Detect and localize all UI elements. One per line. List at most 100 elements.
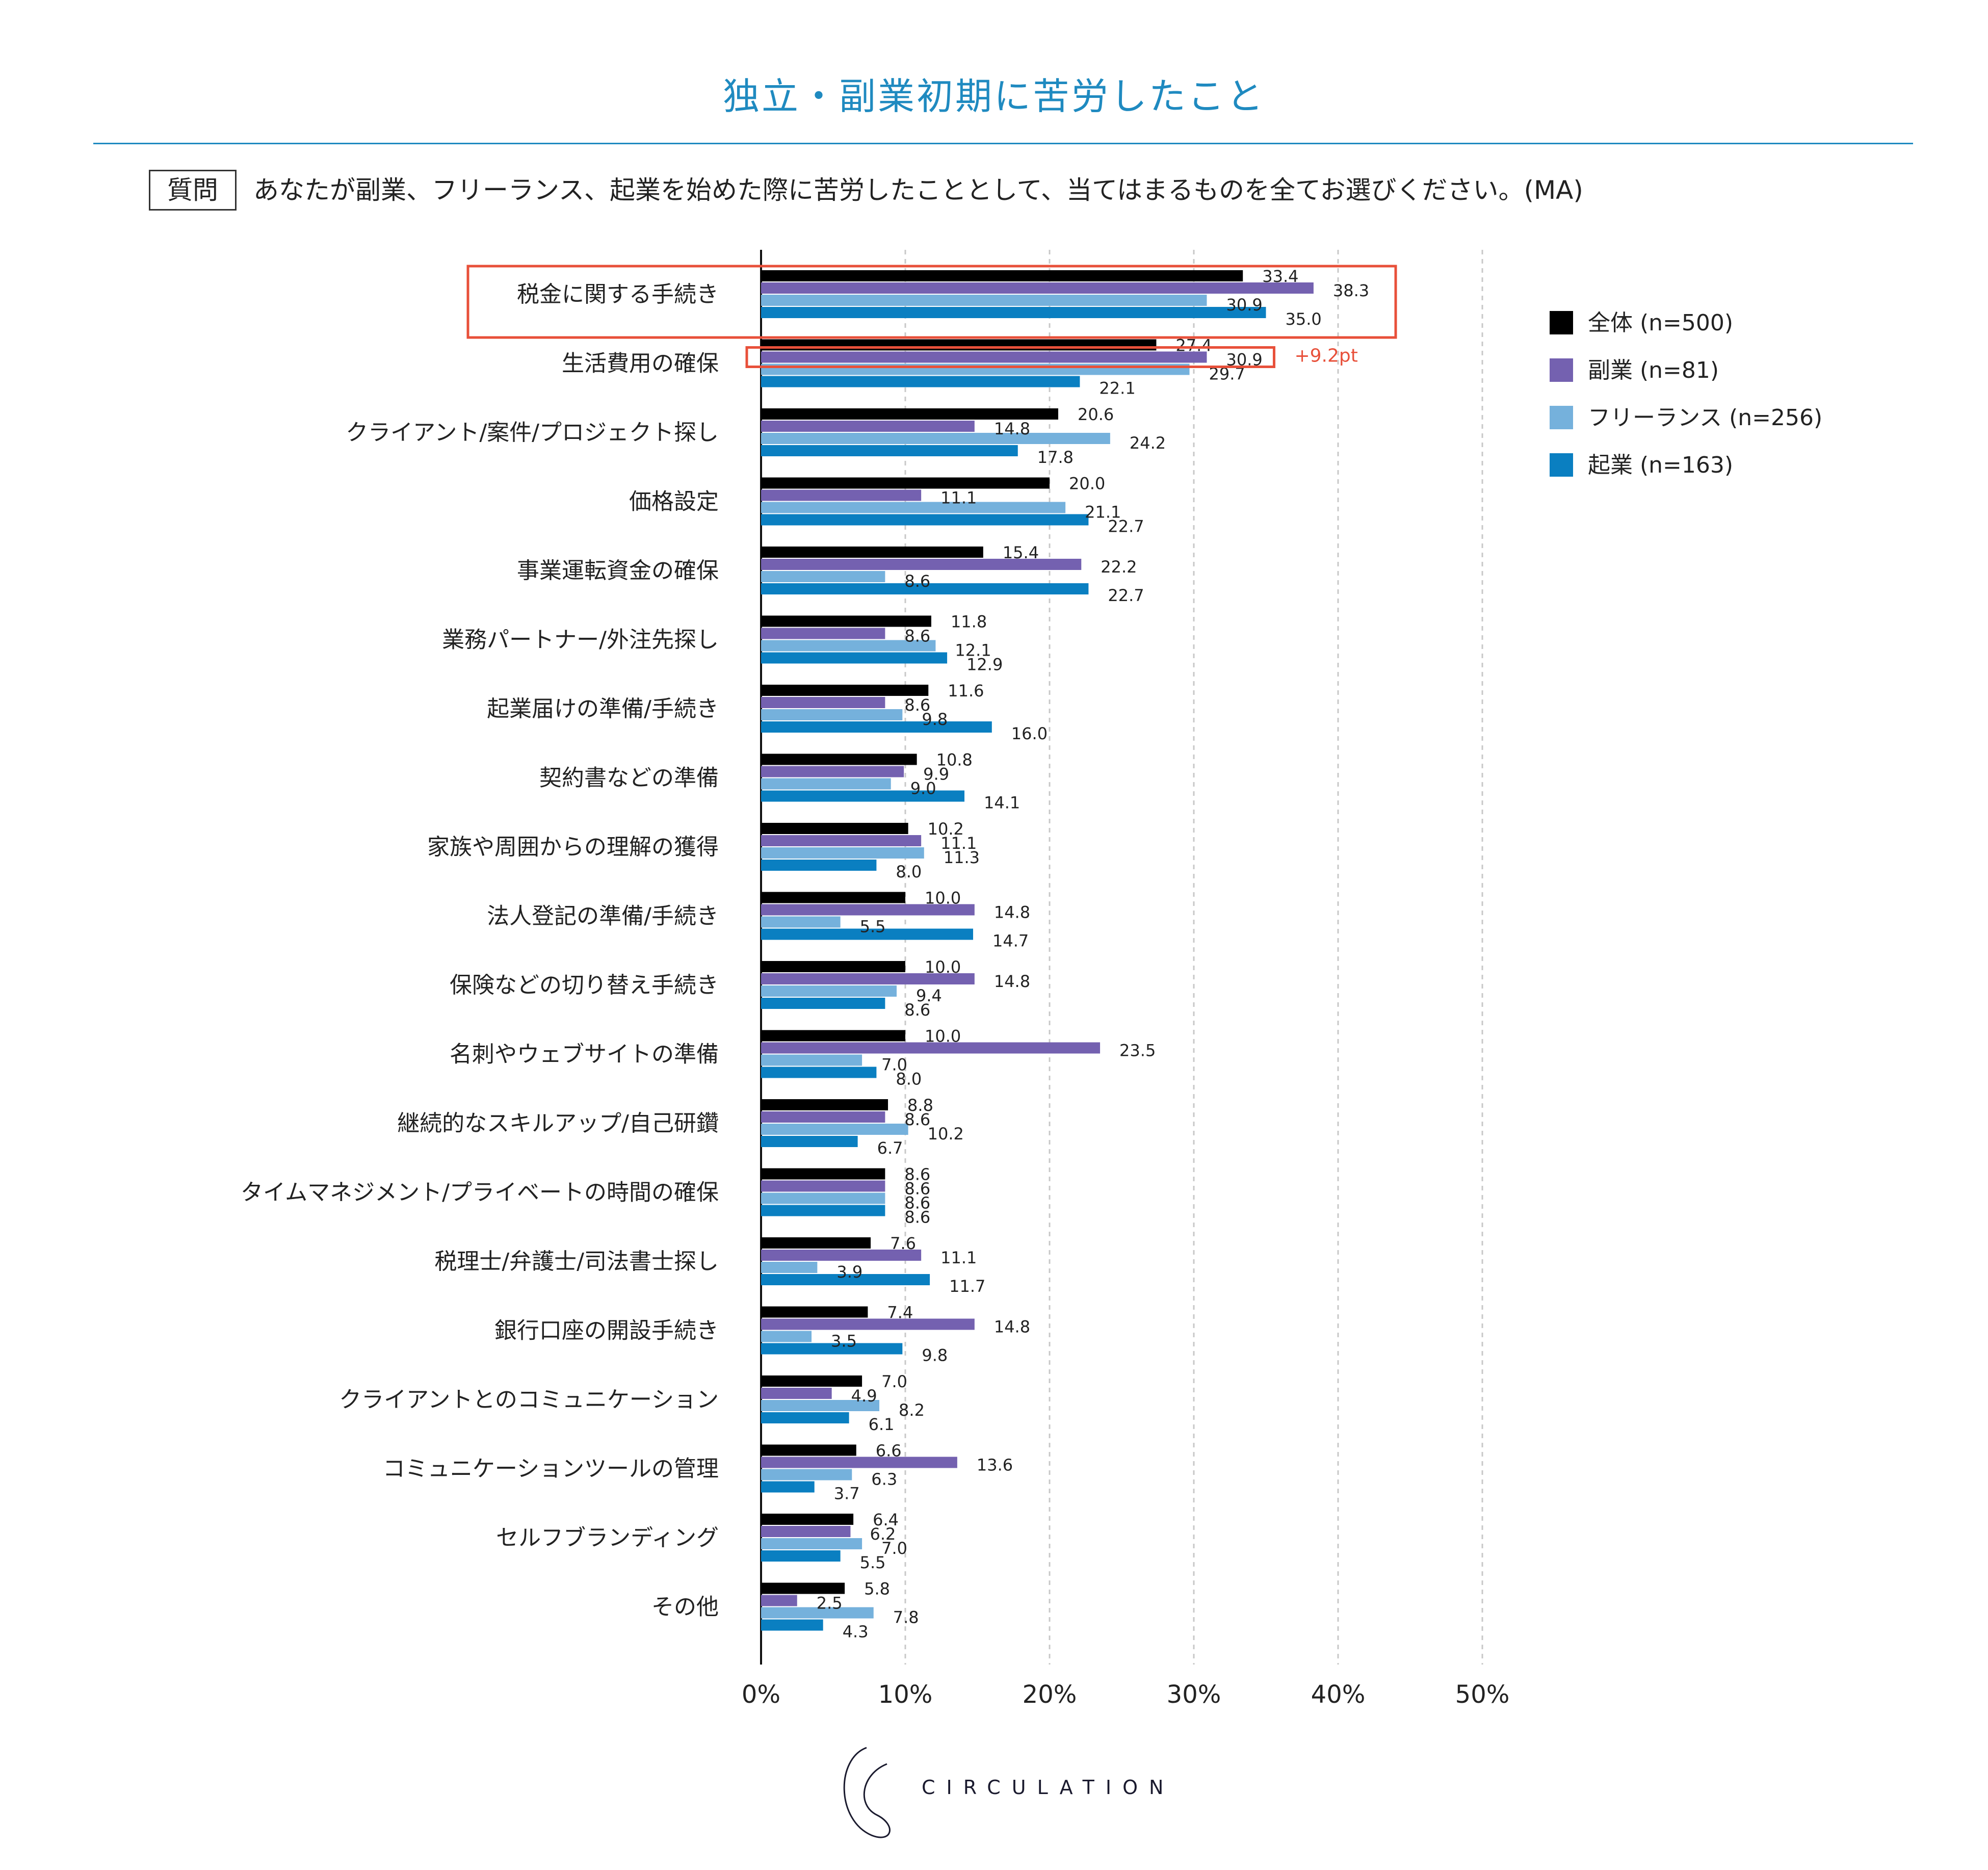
- bar: [761, 1318, 975, 1330]
- legend-swatch: [1550, 453, 1573, 477]
- bar: [761, 1306, 868, 1318]
- value-label: 14.8: [994, 903, 1030, 922]
- category-label: 価格設定: [629, 489, 719, 515]
- bar: [761, 1042, 1101, 1054]
- bar: [761, 1538, 862, 1549]
- value-label: 7.6: [890, 1234, 916, 1253]
- bar: [761, 1192, 885, 1204]
- annotation-label: +9.2pt: [1294, 346, 1357, 367]
- category-label: 税理士/弁護士/司法書士探し: [434, 1249, 719, 1275]
- value-label: 8.6: [904, 1208, 930, 1227]
- value-label: 4.3: [843, 1622, 869, 1642]
- bar: [761, 1514, 854, 1525]
- x-tick-label: 0%: [742, 1680, 780, 1709]
- value-label: 7.4: [887, 1303, 913, 1322]
- bar: [761, 998, 885, 1009]
- value-label: 27.4: [1175, 336, 1212, 355]
- bar: [761, 697, 885, 708]
- bar: [761, 583, 1089, 594]
- bar: [761, 1262, 818, 1273]
- bars: [761, 270, 1314, 1631]
- value-label: 23.5: [1119, 1041, 1156, 1060]
- bar: [761, 1168, 885, 1180]
- value-label: 7.0: [881, 1539, 907, 1558]
- category-label: 生活費用の確保: [562, 351, 719, 377]
- x-axis-ticks: 0% 10% 20% 30% 40% 50%: [742, 1680, 1509, 1709]
- bar: [761, 1607, 874, 1619]
- legend-label: フリーランス (n=256): [1588, 405, 1822, 431]
- legend-swatch: [1550, 358, 1573, 382]
- bar: [761, 685, 929, 696]
- question-text: あなたが副業、フリーランス、起業を始めた際に苦労したこととして、当てはまるものを…: [253, 175, 1583, 205]
- bar: [761, 1180, 885, 1192]
- bar: [761, 351, 1207, 363]
- value-label: 20.6: [1078, 405, 1114, 424]
- bar: [761, 307, 1266, 318]
- bar-chart: 33.438.330.935.027.430.929.722.120.614.8…: [241, 250, 1822, 1709]
- value-label: 8.0: [896, 1070, 922, 1089]
- bar: [761, 916, 841, 928]
- bar: [761, 433, 1110, 444]
- bar: [761, 489, 922, 501]
- value-label: 35.0: [1286, 309, 1322, 329]
- bar: [761, 408, 1058, 420]
- bar: [761, 790, 965, 802]
- bar: [761, 823, 908, 834]
- category-label: 法人登記の準備/手続き: [487, 903, 719, 929]
- value-label: 10.2: [928, 1124, 964, 1144]
- value-label: 10.8: [936, 750, 973, 770]
- legend-swatch: [1550, 311, 1573, 334]
- bar: [761, 754, 917, 765]
- bar: [761, 1375, 862, 1387]
- highlights: +9.2pt: [466, 265, 1397, 368]
- bar: [761, 1136, 858, 1147]
- value-label: 11.1: [940, 1248, 977, 1267]
- bar: [761, 985, 897, 997]
- bar: [761, 1388, 832, 1399]
- value-label: 10.0: [925, 889, 961, 908]
- bar: [761, 709, 903, 720]
- category-label: 保険などの切り替え手続き: [450, 972, 719, 998]
- category-label: 起業届けの準備/手続き: [487, 696, 719, 722]
- bar: [761, 1444, 856, 1456]
- value-label: 33.4: [1262, 267, 1298, 286]
- category-labels: 税金に関する手続き生活費用の確保クライアント/案件/プロジェクト探し価格設定事業…: [241, 281, 719, 1620]
- value-label: 11.6: [948, 681, 984, 700]
- bar: [761, 1054, 862, 1066]
- value-label: 10.0: [925, 1027, 961, 1046]
- value-label: 9.9: [923, 765, 949, 784]
- bar: [761, 1469, 852, 1481]
- bar: [761, 421, 975, 432]
- value-label: 10.2: [928, 819, 964, 839]
- category-label: 銀行口座の開設手続き: [494, 1318, 719, 1344]
- bar: [761, 1343, 903, 1355]
- value-label: 8.2: [899, 1400, 925, 1420]
- bar: [761, 847, 924, 859]
- value-label: 7.8: [893, 1608, 919, 1627]
- bar: [761, 1331, 812, 1342]
- bar: [761, 640, 936, 652]
- bar: [761, 270, 1243, 281]
- value-label: 14.1: [984, 793, 1020, 813]
- bar: [761, 1274, 930, 1285]
- bar: [761, 559, 1082, 570]
- value-label: 6.1: [869, 1415, 895, 1434]
- bar: [761, 1595, 797, 1606]
- value-label: 8.6: [904, 1179, 930, 1199]
- bar: [761, 1619, 823, 1631]
- category-label: コミュニケーションツールの管理: [383, 1456, 719, 1482]
- value-label: 11.1: [940, 834, 977, 853]
- bar: [761, 1582, 845, 1594]
- bar: [761, 514, 1089, 526]
- value-label: 5.5: [860, 917, 886, 937]
- value-label: 6.3: [871, 1470, 897, 1489]
- bar: [761, 339, 1157, 351]
- value-label: 11.3: [944, 848, 980, 867]
- bar: [761, 1111, 885, 1123]
- value-label: 17.8: [1037, 448, 1074, 467]
- highlight-box: [466, 265, 1397, 339]
- circulation-logo-icon: [843, 1747, 891, 1838]
- bar: [761, 1237, 871, 1249]
- bar: [761, 835, 922, 846]
- bar: [761, 502, 1066, 513]
